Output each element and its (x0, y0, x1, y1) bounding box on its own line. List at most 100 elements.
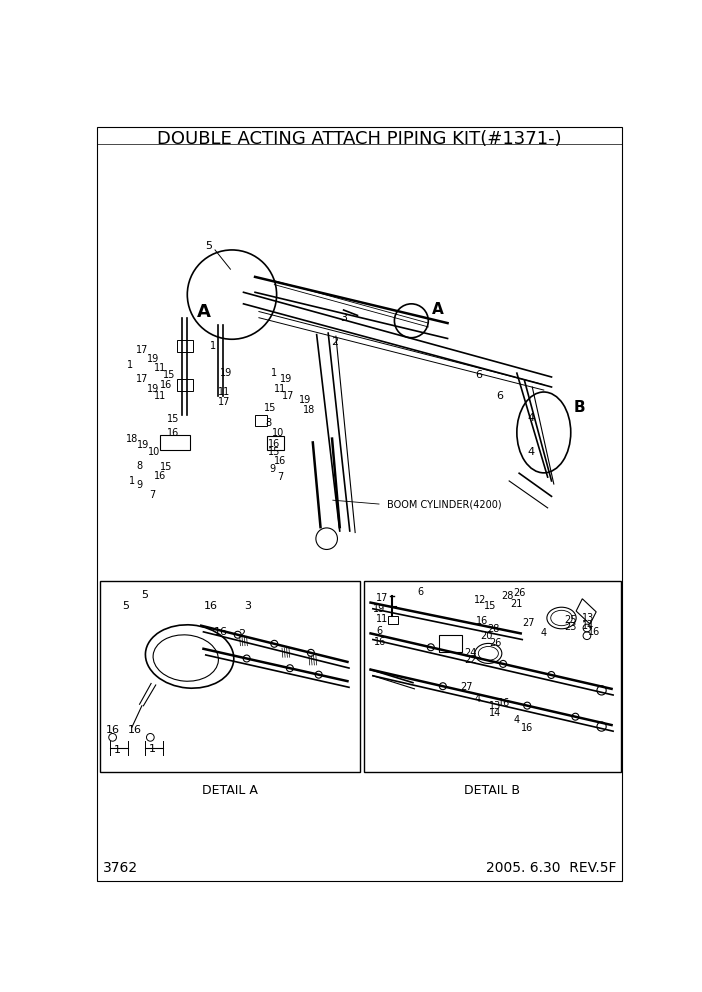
Text: 16: 16 (204, 601, 218, 611)
Text: 27: 27 (522, 618, 535, 628)
Text: 17: 17 (135, 374, 148, 384)
Text: 20: 20 (481, 632, 493, 642)
Text: 16: 16 (476, 616, 489, 626)
Bar (267, 436, 284, 450)
Text: BOOM CYLINDER(4200): BOOM CYLINDER(4200) (387, 499, 501, 509)
Text: A: A (197, 303, 211, 320)
Text: 2005. 6.30  REV.5F: 2005. 6.30 REV.5F (486, 861, 617, 875)
Text: 1: 1 (114, 745, 121, 755)
Text: 11: 11 (274, 384, 286, 394)
Text: 16: 16 (128, 724, 142, 735)
Text: 16: 16 (213, 627, 227, 637)
Text: 19: 19 (147, 384, 159, 394)
Text: 14: 14 (489, 708, 501, 718)
Text: 19: 19 (373, 604, 385, 614)
Text: 4: 4 (527, 413, 534, 423)
Text: 3: 3 (244, 601, 251, 611)
Text: 6: 6 (377, 626, 383, 636)
Text: 19: 19 (147, 354, 159, 364)
Text: 3762: 3762 (103, 861, 138, 875)
Text: 18: 18 (126, 434, 138, 443)
Text: 9: 9 (136, 480, 143, 490)
Text: 11: 11 (154, 363, 166, 373)
Text: 25: 25 (564, 614, 577, 625)
Text: 4: 4 (541, 628, 547, 639)
Text: 8: 8 (265, 419, 271, 429)
Text: 13: 13 (583, 613, 595, 623)
Text: DETAIL B: DETAIL B (464, 785, 520, 798)
Bar (255, 415, 267, 426)
Text: A: A (432, 303, 444, 317)
Text: 16: 16 (521, 723, 533, 733)
Text: 15: 15 (160, 462, 173, 472)
Text: 7: 7 (277, 472, 284, 482)
Text: 8: 8 (136, 460, 143, 470)
Text: 1: 1 (128, 476, 135, 486)
Text: 2: 2 (239, 629, 246, 639)
Text: 9: 9 (270, 464, 276, 474)
Text: 19: 19 (299, 395, 311, 405)
Text: 1: 1 (271, 368, 277, 378)
Text: 19: 19 (220, 368, 232, 378)
Text: 1: 1 (126, 360, 133, 370)
Text: 15: 15 (484, 601, 496, 611)
Text: 26: 26 (489, 638, 501, 648)
Text: 4: 4 (527, 446, 534, 456)
Text: 18: 18 (303, 405, 315, 415)
Text: 28: 28 (486, 624, 499, 634)
Text: 1: 1 (210, 341, 216, 351)
Bar (178, 340, 192, 352)
Text: 23: 23 (564, 622, 577, 632)
Text: 6: 6 (496, 391, 503, 401)
Text: DOUBLE ACTING ATTACH PIPING KIT(#1371-): DOUBLE ACTING ATTACH PIPING KIT(#1371-) (157, 130, 562, 148)
Text: 17: 17 (282, 391, 294, 401)
Text: 16: 16 (373, 637, 386, 647)
Bar (439, 635, 462, 652)
Text: 11: 11 (218, 388, 230, 398)
Text: 19: 19 (279, 374, 292, 384)
Text: 15: 15 (268, 446, 281, 456)
Text: 6: 6 (476, 370, 483, 380)
Text: DETAIL A: DETAIL A (202, 785, 258, 798)
Text: 2: 2 (331, 337, 338, 347)
Text: 27: 27 (461, 682, 473, 691)
Text: 12: 12 (474, 594, 486, 604)
Text: 14: 14 (583, 621, 595, 631)
Text: 15: 15 (264, 403, 277, 413)
Text: 7: 7 (150, 490, 156, 500)
Text: 10: 10 (272, 429, 284, 438)
Text: 16: 16 (498, 697, 510, 707)
Text: 16: 16 (268, 439, 280, 449)
Bar (388, 616, 397, 624)
Text: 11: 11 (154, 391, 166, 401)
Text: 16: 16 (274, 456, 286, 466)
Text: 17: 17 (135, 345, 148, 355)
Text: 22: 22 (465, 656, 477, 666)
Bar (160, 434, 190, 450)
Text: 17: 17 (376, 593, 388, 603)
Text: 16: 16 (154, 471, 166, 481)
Text: 21: 21 (510, 599, 523, 609)
Text: 19: 19 (138, 439, 150, 449)
Text: 6: 6 (418, 587, 424, 597)
Text: 10: 10 (148, 447, 160, 457)
Text: 13: 13 (489, 700, 501, 711)
Text: 4: 4 (514, 714, 520, 724)
Bar (364, 581, 621, 772)
Text: B: B (574, 401, 585, 416)
Text: 26: 26 (513, 588, 525, 598)
Text: 16: 16 (105, 724, 119, 735)
Text: 24: 24 (465, 648, 477, 658)
Text: 5: 5 (206, 241, 213, 251)
Text: 16: 16 (588, 627, 600, 637)
Text: 11: 11 (376, 614, 388, 624)
Text: 15: 15 (166, 415, 179, 425)
Text: 4: 4 (475, 693, 481, 704)
Text: 15: 15 (164, 370, 176, 380)
Text: 1: 1 (149, 744, 156, 754)
Text: 5: 5 (141, 590, 148, 600)
Text: 28: 28 (501, 591, 514, 601)
Text: 5: 5 (122, 601, 129, 611)
Bar (178, 379, 192, 391)
Text: 17: 17 (218, 398, 230, 408)
